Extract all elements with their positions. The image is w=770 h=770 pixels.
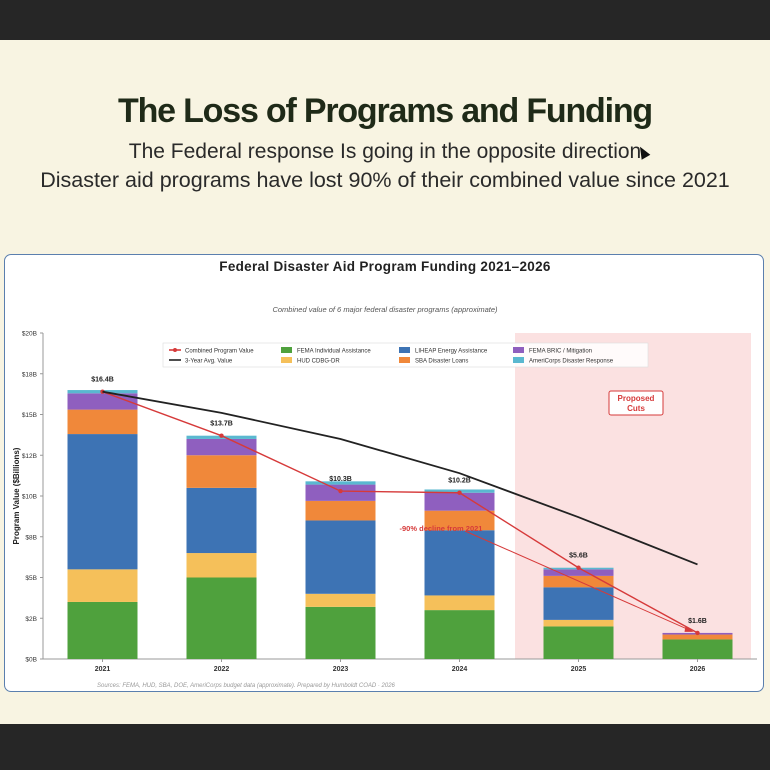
decline-annotation: -90% decline from 2021 (400, 524, 483, 533)
bar-segment (424, 492, 495, 511)
decline-arrow (464, 530, 692, 632)
x-tick-label: 2023 (333, 666, 349, 673)
bar-segment (67, 409, 138, 435)
x-tick-label: 2026 (690, 666, 706, 673)
combined-value-point (576, 565, 581, 570)
legend-label: Combined Program Value (185, 349, 254, 355)
bar-segment (424, 610, 495, 659)
y-tick-label: $2B (25, 616, 37, 623)
y-tick-label: $18B (22, 371, 37, 378)
bar-segment (305, 593, 376, 607)
chart-card: Federal Disaster Aid Program Funding 202… (4, 254, 764, 692)
x-tick-label: 2022 (214, 666, 230, 673)
bottom-bar (0, 724, 770, 770)
combined-value-line (102, 391, 698, 634)
bar-segment (186, 553, 257, 578)
bar-segment (424, 530, 495, 596)
bar-segment (543, 569, 614, 576)
proposed-cuts-label: Cuts (627, 404, 645, 413)
x-tick-label: 2024 (452, 666, 468, 673)
bar-segment (186, 438, 257, 456)
y-tick-label: $10B (22, 494, 37, 501)
chart-sources: Sources: FEMA, HUD, SBA, DOE, AmeriCorps… (97, 683, 395, 689)
bar-segment (543, 587, 614, 620)
bar-segment (67, 569, 138, 602)
bar-segment (186, 487, 257, 554)
bar-segment (67, 601, 138, 659)
legend-label: HUD CDBG-DR (297, 359, 340, 365)
x-tick-label: 2025 (571, 666, 587, 673)
bar-segment (543, 619, 614, 627)
bar-segment (305, 520, 376, 594)
y-tick-label: $15B (22, 412, 37, 419)
bar-segment (305, 481, 376, 485)
bar-segment (662, 639, 733, 659)
chart-subtitle: Combined value of 6 major federal disast… (272, 305, 498, 314)
chart-svg: $0B $2B $5B $8B $10B $12B $15B $18B $20B Program … (12, 331, 757, 673)
slide-subtitle-2: Disaster aid programs have lost 90% of t… (40, 168, 730, 192)
slide-title: The Loss of Programs and Funding (118, 92, 653, 130)
slide-subtitle-1: The Federal response Is going in the opp… (128, 140, 642, 163)
bar-segment (186, 455, 257, 488)
combined-value-point (219, 433, 224, 438)
bar-total-label: $5.6B (569, 553, 588, 560)
three-year-avg-line (102, 390, 698, 566)
decline-arrow-head (684, 625, 694, 632)
bar-segment (305, 606, 376, 659)
x-tick-label: 2021 (95, 666, 111, 673)
bar-total-label: $10.3B (329, 476, 352, 483)
bar-total-label: $1.6B (688, 618, 707, 625)
chart-title: Federal Disaster Aid Program Funding 202… (219, 259, 551, 274)
legend-label: 3-Year Avg. Value (185, 359, 233, 365)
bar-segment (424, 510, 495, 531)
proposed-cuts-label: Proposed (618, 394, 655, 403)
legend-swatch (399, 347, 410, 353)
bar-segment (67, 393, 138, 410)
legend-label: FEMA Individual Assistance (297, 349, 371, 355)
legend-swatch (513, 357, 524, 363)
bar-total-label: $13.7B (210, 421, 233, 428)
bar-segment (424, 595, 495, 611)
legend-label: FEMA BRIC / Mitigation (529, 349, 592, 355)
top-bar (0, 0, 770, 40)
combined-value-point (338, 488, 343, 494)
combined-value-point (457, 490, 462, 495)
bar-segment (186, 577, 257, 659)
legend-label: AmeriCorps Disaster Response (529, 359, 614, 365)
y-tick-label: $5B (25, 575, 37, 582)
legend-swatch (281, 357, 292, 363)
y-tick-label: $0B (25, 657, 37, 664)
y-tick-label: $12B (22, 453, 37, 460)
proposed-cuts-box (608, 390, 664, 416)
legend-swatch (399, 357, 410, 363)
y-tick-label: $8B (25, 534, 37, 541)
bar-segment (67, 434, 138, 570)
combined-value-point (695, 630, 700, 636)
bar-total-label: $16.4B (91, 377, 114, 384)
legend-swatch (513, 347, 524, 353)
bar-segment (305, 500, 376, 521)
legend-label: SBA Disaster Loans (415, 359, 468, 365)
bar-total-label: $10.2B (448, 478, 471, 485)
bar-segment (662, 634, 733, 640)
y-tick-label: $20B (22, 331, 37, 338)
bar-segment (543, 626, 614, 659)
y-axis-label: Program Value ($Billions) (12, 447, 21, 544)
legend-swatch (281, 347, 292, 353)
legend-label: LIHEAP Energy Assistance (415, 349, 488, 355)
legend-swatch-marker (173, 348, 177, 352)
